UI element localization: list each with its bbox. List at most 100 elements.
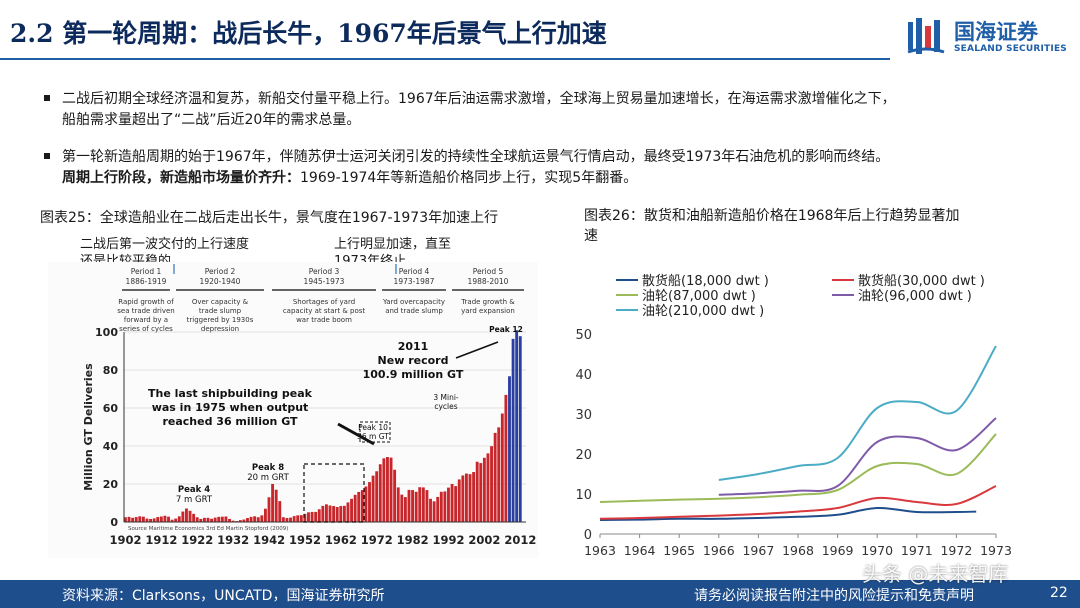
left-bar (317, 509, 321, 522)
right-chart-axes: 0 10 20 30 40 50 1963 1964 1965 1966 1967 1968 1969 1… (575, 328, 1011, 558)
bullet-point-2: 第一轮新造船周期的始于1967年，伴随苏伊士运河关闭引发的持续性全球航运景气行情… (44, 147, 1012, 189)
period-description: Rapid growth of (118, 298, 174, 306)
left-y-tick-label: 60 (103, 402, 119, 415)
legend-label: 油轮(210,000 dwt ) (642, 304, 764, 319)
left-bar (332, 506, 336, 522)
left-bar (163, 515, 167, 522)
left-bar (246, 518, 249, 522)
left-x-tick-label: 1982 (397, 533, 429, 547)
right-series-line (599, 506, 977, 521)
left-bar (152, 518, 156, 522)
left-y-tick-label: 0 (110, 516, 118, 529)
left-bar (170, 519, 174, 522)
left-bar (382, 458, 386, 522)
left-bar (504, 394, 508, 522)
left-bar (310, 511, 314, 522)
left-bar (490, 446, 493, 522)
bullet-1-line-2: 船舶需求量超出了“二战”后近20年的需求总量。 (62, 112, 361, 128)
left-bar (457, 479, 461, 522)
left-bar (432, 501, 436, 522)
left-bar (368, 482, 371, 522)
footer-bar: 资料来源：Clarksons，UNCATD，国海证券研究所 请务必阅读报告附注中… (0, 580, 1080, 608)
left-bar (206, 517, 210, 522)
right-y-tick-label: 40 (575, 368, 592, 383)
left-bar (249, 516, 253, 522)
figure-26-title-line-1: 图表26：散货和油船新造船价格在1968年后上行趋势显著加 (584, 208, 960, 224)
left-bar (346, 502, 350, 522)
right-x-tick-label: 1965 (663, 543, 695, 558)
left-bar (167, 516, 170, 522)
left-bar (482, 457, 486, 522)
left-bar (371, 475, 375, 522)
left-x-tick-label: 1922 (181, 533, 213, 547)
left-bar (518, 336, 522, 522)
mini-cycles-line-2: cycles (434, 402, 457, 411)
period-name: Period 4 (399, 267, 430, 276)
left-bar (149, 518, 152, 522)
left-bar (464, 473, 468, 522)
page-title: 2.2 第一轮周期：战后长牛，1967年后景气上行加速 (10, 19, 607, 48)
right-y-tick-label: 50 (575, 328, 592, 343)
left-y-tick-label: 40 (103, 440, 119, 453)
right-x-tick-label: 1970 (861, 543, 893, 558)
right-y-tick-label: 30 (575, 408, 592, 423)
left-x-tick-label: 1942 (253, 533, 285, 547)
period-description: Trade growth & (460, 298, 515, 306)
peak-10-label: Peak 10 (358, 423, 388, 432)
left-bar (202, 517, 206, 522)
left-bar (314, 511, 318, 522)
mini-cycles-line-1: 3 Mini- (433, 393, 459, 402)
left-bar (508, 376, 511, 522)
left-chart-source: Source Maritime Economics 3rd Ed Martin … (128, 526, 288, 532)
bullet-marker (44, 95, 50, 101)
right-x-tick-label: 1967 (742, 543, 774, 558)
left-bar (131, 517, 135, 522)
left-bar (192, 513, 196, 522)
right-chart-legend: 散货船(18,000 dwt ) 散货船(30,000 dwt ) 油轮(87,00… (616, 273, 985, 319)
left-bar (396, 487, 400, 522)
left-bar (138, 516, 142, 522)
annotation-left-line-1: 二战后第一波交付的上行速度 (80, 237, 250, 252)
left-bar (400, 494, 404, 522)
period-description: sea trade driven (117, 307, 175, 315)
record-year: 2011 (398, 340, 429, 353)
left-bar (296, 515, 300, 522)
left-bar (238, 520, 242, 522)
period-description: yard expansion (461, 307, 515, 315)
bullet-2-line-1: 第一轮新造船周期的始于1967年，伴随苏伊士运河关闭引发的持续性全球航运景气行情… (62, 149, 890, 165)
left-bar (475, 461, 479, 522)
left-bar (156, 517, 160, 522)
figure-26-title-line-2: 速 (584, 228, 598, 244)
bullet-point-1: 二战后初期全球经济温和复苏，新船交付量平稳上行。1967年后油运需求激增，全球海… (44, 89, 1012, 131)
peak-4-value: 7 m GRT (176, 495, 213, 505)
left-bar (515, 330, 519, 522)
logo-chinese-name: 国海证券 (954, 20, 1038, 44)
left-bar (181, 511, 185, 522)
left-bar (325, 504, 328, 522)
left-bar (425, 490, 429, 522)
left-bar (479, 463, 483, 522)
period-years: 1920-1940 (200, 277, 241, 286)
footer-source: 资料来源：Clarksons，UNCATD，国海证券研究所 (62, 588, 385, 604)
legend-label: 油轮(87,000 dwt ) (642, 289, 756, 304)
right-y-tick-label: 0 (584, 528, 592, 543)
period-description: war trade boom (296, 316, 352, 324)
period-description: Yard overcapacity (382, 298, 445, 306)
left-bar (414, 491, 418, 522)
left-y-tick-label: 20 (103, 478, 119, 491)
left-bar (242, 519, 246, 522)
left-bar (375, 471, 379, 522)
right-x-tick-label: 1973 (980, 543, 1012, 558)
period-description: and trade slump (385, 307, 443, 315)
left-bar (188, 510, 192, 522)
left-bar (386, 457, 389, 522)
watermark: 头条 @未来智库 (862, 562, 1009, 586)
peak-note-arrow (337, 422, 375, 446)
period-name: Period 5 (473, 267, 504, 276)
right-y-tick-label: 10 (575, 488, 592, 503)
left-bar (403, 497, 407, 522)
left-bar (436, 496, 440, 522)
left-bar (328, 505, 332, 522)
peak-8-label: Peak 8 (252, 463, 284, 473)
